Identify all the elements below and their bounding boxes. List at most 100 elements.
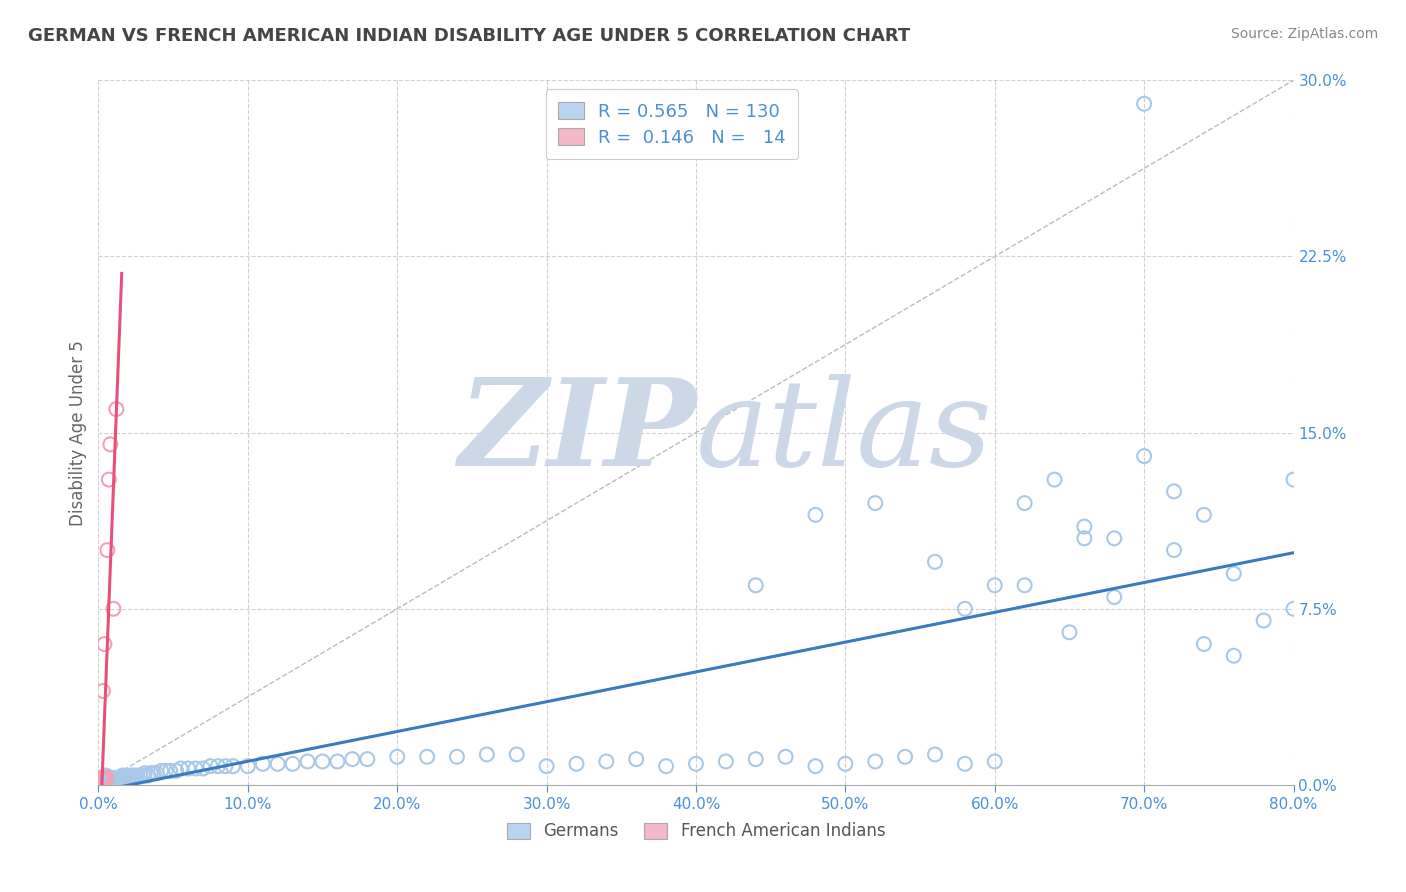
Point [685,756,707,771]
Point [139,766,162,780]
Point [93,773,115,788]
Point [311,755,333,769]
Point [91,773,114,788]
Point [110,773,132,788]
Point [804,759,827,773]
Point [108,771,131,785]
Point [91,771,114,785]
Point [924,747,946,762]
Point [984,755,1007,769]
Point [536,759,558,773]
Point [184,762,207,776]
Point [506,747,529,762]
Point [94,771,117,785]
Point [342,752,364,766]
Point [93,637,115,651]
Point [1163,543,1185,558]
Point [1192,637,1215,651]
Point [91,771,114,785]
Point [191,762,214,776]
Point [103,601,125,615]
Point [565,756,588,771]
Point [953,601,976,615]
Point [94,773,117,788]
Point [98,437,122,451]
Point [714,755,737,769]
Point [120,768,142,782]
Point [1133,96,1156,111]
Point [93,771,115,785]
Point [91,684,114,698]
Point [107,773,129,788]
Point [105,771,128,785]
Point [91,775,114,789]
Point [121,771,143,785]
Point [236,759,259,773]
Point [1282,473,1305,487]
Point [155,764,177,778]
Point [385,749,409,764]
Point [745,578,768,592]
Point [1104,532,1126,546]
Point [96,773,118,788]
Point [1073,532,1095,546]
Point [1014,578,1036,592]
Point [96,771,118,785]
Point [267,756,290,771]
Point [118,771,141,785]
Point [98,773,122,788]
Point [132,768,155,782]
Point [775,749,797,764]
Point [94,773,117,788]
Point [200,759,222,773]
Point [169,762,191,776]
Point [93,771,115,785]
Point [1104,590,1126,604]
Point [94,771,117,785]
Point [110,771,132,785]
Point [94,775,117,789]
Point [112,771,135,785]
Point [96,775,118,789]
Point [252,756,274,771]
Point [94,775,117,789]
Point [101,773,124,788]
Point [104,773,127,788]
Point [127,768,149,782]
Point [96,773,118,788]
Point [222,759,245,773]
Point [207,759,229,773]
Point [103,773,125,788]
Point [94,768,117,782]
Point [125,771,148,785]
Point [214,759,236,773]
Point [90,771,112,785]
Point [1253,614,1275,628]
Point [159,764,181,778]
Point [1192,508,1215,522]
Point [93,775,115,789]
Point [90,773,112,788]
Point [97,773,120,788]
Point [94,771,117,785]
Point [655,759,678,773]
Point [93,773,115,788]
Point [111,771,134,785]
Point [94,771,117,785]
Point [117,771,139,785]
Point [834,756,856,771]
Text: Source: ZipAtlas.com: Source: ZipAtlas.com [1230,27,1378,41]
Point [105,402,128,417]
Point [281,756,304,771]
Point [104,771,127,785]
Point [326,755,349,769]
Y-axis label: Disability Age Under 5: Disability Age Under 5 [69,340,87,525]
Point [416,749,439,764]
Point [111,768,134,782]
Point [103,771,125,785]
Text: atlas: atlas [696,374,993,491]
Point [865,496,887,510]
Point [97,473,120,487]
Point [177,762,200,776]
Point [446,749,468,764]
